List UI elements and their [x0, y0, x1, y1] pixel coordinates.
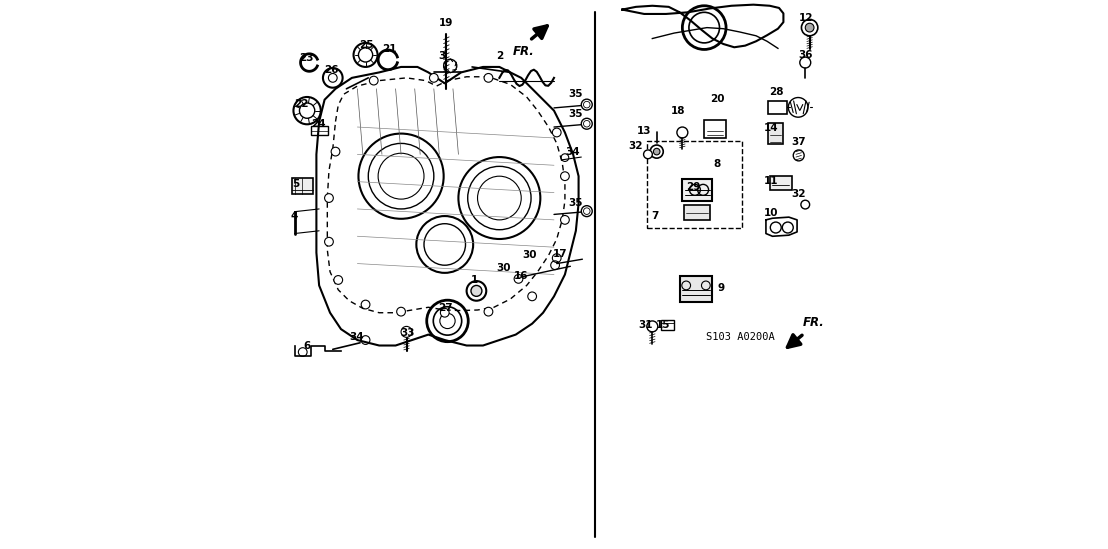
Circle shape — [654, 148, 660, 155]
Circle shape — [471, 285, 482, 296]
Circle shape — [443, 59, 456, 72]
Bar — [768, 122, 783, 144]
Circle shape — [331, 147, 340, 156]
Text: 26: 26 — [324, 65, 338, 75]
Text: 13: 13 — [637, 126, 652, 136]
Text: 31: 31 — [638, 320, 653, 330]
Text: 21: 21 — [382, 44, 397, 54]
Text: 35: 35 — [568, 109, 583, 120]
Text: 16: 16 — [514, 271, 529, 281]
Circle shape — [484, 307, 493, 316]
Text: 35: 35 — [568, 199, 583, 209]
Bar — [647, 141, 742, 228]
Text: 20: 20 — [710, 94, 725, 104]
Text: 36: 36 — [798, 50, 812, 60]
Text: 11: 11 — [765, 176, 779, 186]
Text: 32: 32 — [791, 189, 806, 199]
Text: 5: 5 — [293, 180, 300, 189]
Text: 18: 18 — [671, 105, 686, 116]
Text: 3: 3 — [439, 51, 445, 61]
Text: 23: 23 — [299, 53, 314, 63]
Bar — [768, 101, 788, 114]
Text: 30: 30 — [522, 250, 536, 260]
Circle shape — [806, 23, 814, 32]
Circle shape — [553, 254, 561, 262]
Circle shape — [440, 309, 449, 317]
Text: 4: 4 — [291, 210, 298, 221]
Text: 19: 19 — [439, 18, 453, 28]
Text: 25: 25 — [359, 40, 373, 50]
Circle shape — [582, 118, 593, 129]
Text: 34: 34 — [566, 147, 581, 156]
Circle shape — [801, 200, 810, 209]
Text: 24: 24 — [310, 119, 326, 129]
Text: S103 A0200A: S103 A0200A — [707, 332, 776, 343]
Bar — [683, 179, 712, 201]
Circle shape — [561, 172, 570, 181]
Text: 37: 37 — [791, 137, 806, 147]
Bar — [291, 178, 312, 194]
Text: 9: 9 — [717, 283, 725, 293]
Text: 27: 27 — [439, 304, 453, 313]
Text: 29: 29 — [686, 182, 700, 192]
Circle shape — [644, 150, 653, 159]
Circle shape — [325, 237, 334, 246]
Bar — [770, 176, 791, 190]
Circle shape — [561, 216, 570, 224]
Text: 22: 22 — [295, 99, 309, 109]
Circle shape — [430, 74, 438, 82]
Bar — [660, 321, 674, 330]
Bar — [705, 120, 726, 138]
Text: FR.: FR. — [513, 45, 535, 58]
Text: 34: 34 — [349, 332, 363, 343]
Circle shape — [361, 300, 370, 309]
Circle shape — [582, 99, 593, 110]
Text: 8: 8 — [714, 159, 720, 169]
Text: 1: 1 — [471, 275, 479, 285]
Text: 33: 33 — [400, 328, 414, 338]
Circle shape — [527, 292, 536, 301]
Circle shape — [553, 128, 561, 137]
Text: FR.: FR. — [802, 316, 824, 329]
Text: 10: 10 — [765, 208, 779, 219]
Text: 2: 2 — [495, 51, 503, 61]
Circle shape — [325, 194, 334, 203]
Text: 14: 14 — [765, 123, 779, 133]
Text: 35: 35 — [568, 89, 583, 99]
Text: 32: 32 — [628, 141, 643, 151]
Text: 15: 15 — [656, 320, 670, 330]
Circle shape — [334, 276, 342, 284]
Text: 30: 30 — [496, 263, 511, 273]
Circle shape — [369, 76, 378, 85]
Circle shape — [484, 74, 493, 82]
Circle shape — [582, 206, 593, 217]
Bar — [684, 205, 710, 220]
Text: 6: 6 — [304, 340, 310, 350]
Circle shape — [397, 307, 406, 316]
Text: 7: 7 — [652, 210, 659, 221]
Text: 28: 28 — [770, 87, 784, 97]
Circle shape — [793, 150, 804, 161]
Bar — [311, 126, 328, 135]
Bar — [679, 276, 712, 302]
Text: 17: 17 — [553, 249, 568, 259]
Circle shape — [401, 327, 412, 337]
Text: 12: 12 — [799, 13, 813, 23]
